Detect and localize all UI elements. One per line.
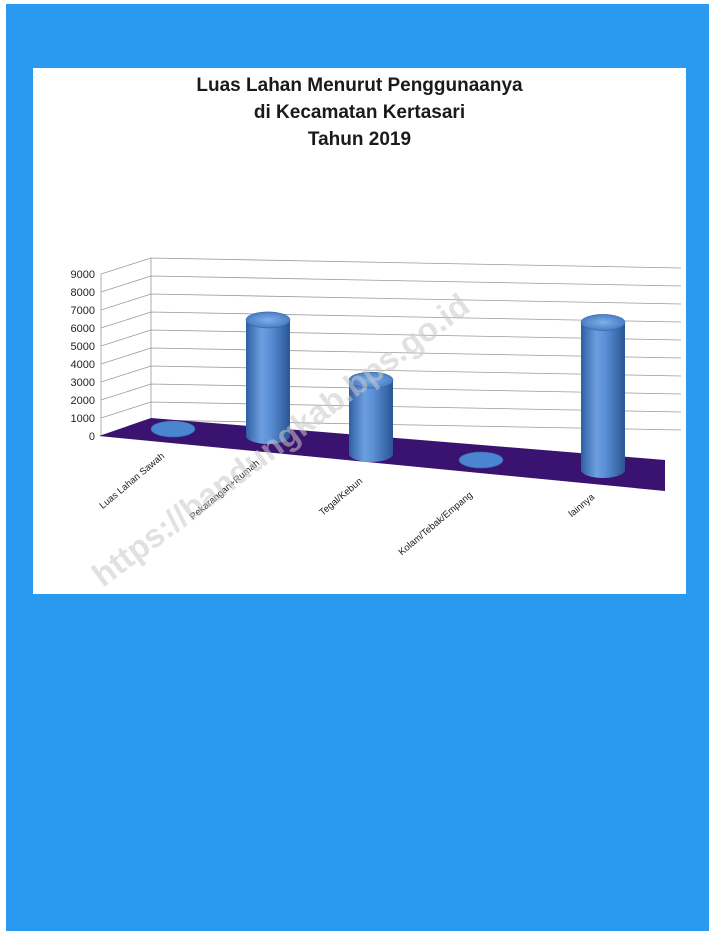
bar-cylinder-body xyxy=(581,322,625,478)
y-tick-label: 3000 xyxy=(71,377,95,389)
bar-cylinder-top xyxy=(348,371,394,389)
bar-cylinder-top xyxy=(245,311,291,329)
y-tick-label: 9000 xyxy=(71,269,95,281)
gridline xyxy=(100,257,682,275)
y-tick-label: 7000 xyxy=(71,305,95,317)
chart-title-line-2: di Kecamatan Kertasari xyxy=(253,102,466,123)
y-tick-label: 6000 xyxy=(71,323,95,335)
y-tick-label: 5000 xyxy=(71,341,95,353)
gridline xyxy=(100,275,682,293)
y-tick-label: 1000 xyxy=(71,413,95,425)
x-category-label: Tegal/Kebun xyxy=(317,476,365,518)
x-category-label: lainnya xyxy=(567,491,598,519)
bar-cylinder-top xyxy=(458,451,504,469)
chart-title-line-3: Tahun 2019 xyxy=(307,129,412,150)
bar-cylinder-top xyxy=(580,314,626,331)
bar-cylinder-top xyxy=(150,420,196,438)
x-category-label: Luas Lahan Sawah xyxy=(98,451,167,512)
grid-layer xyxy=(100,257,682,437)
y-tick-label: 2000 xyxy=(71,395,95,407)
gridline xyxy=(100,293,682,311)
x-category-label: Kolam/Tebak/Empang xyxy=(397,490,475,558)
chart-title-line-1: Luas Lahan Menurut Penggunaanya xyxy=(196,75,523,96)
bar-layer xyxy=(150,311,626,478)
bar-cylinder-body xyxy=(349,380,393,462)
y-tick-label: 0 xyxy=(89,431,95,443)
y-tick-label: 8000 xyxy=(71,287,95,299)
chart-title: Luas Lahan Menurut Penggunaanya di Kecam… xyxy=(33,72,686,153)
chart-panel: Luas Lahan Menurut Penggunaanya di Kecam… xyxy=(33,68,686,594)
bar-cylinder-body xyxy=(246,319,290,444)
chart-plot: 0 1000 2000 3000 4000 5000 6000 7000 8000 9000 Lua… xyxy=(71,257,682,594)
y-tick-label: 4000 xyxy=(71,359,95,371)
